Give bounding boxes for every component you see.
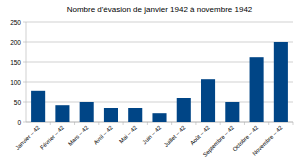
y-tick <box>23 82 26 83</box>
x-tick <box>220 122 221 125</box>
y-tick-label: 150 <box>10 59 21 66</box>
chart-svg: Nombre d'évasion de janvier 1942 à novem… <box>0 0 300 165</box>
bar <box>225 102 239 122</box>
bar <box>55 105 69 122</box>
y-tick <box>23 22 26 23</box>
x-tick-label: Juillet – 42 <box>163 124 187 148</box>
y-axis <box>26 22 27 122</box>
y-tick <box>23 102 26 103</box>
x-tick <box>98 122 99 125</box>
x-tick <box>74 122 75 125</box>
x-tick <box>50 122 51 125</box>
bar <box>177 98 191 122</box>
bar <box>152 113 166 122</box>
x-tick <box>244 122 245 125</box>
x-tick-label: Novembre – 42 <box>251 124 283 156</box>
x-tick-label: Août – 42 <box>189 124 211 146</box>
bar <box>80 102 94 122</box>
x-tick-label: Février – 42 <box>39 124 65 150</box>
x-tick-label: Janvier – 42 <box>14 124 41 151</box>
x-tick <box>147 122 148 125</box>
y-tick-label: 100 <box>10 79 21 86</box>
bar <box>274 42 288 122</box>
y-tick <box>23 42 26 43</box>
bar <box>128 108 142 122</box>
x-tick-label: Mars – 42 <box>67 124 89 146</box>
bar <box>104 108 118 122</box>
bar <box>31 91 45 122</box>
bars <box>31 42 288 122</box>
grid <box>23 22 293 122</box>
x-tick-label: Avril – 42 <box>92 124 113 145</box>
y-tick-label: 0 <box>17 119 21 126</box>
x-tick-label: Juin – 42 <box>141 124 162 145</box>
x-tick <box>195 122 196 125</box>
bar <box>250 57 264 122</box>
y-tick <box>23 62 26 63</box>
grid-line <box>26 42 293 43</box>
bar <box>201 79 215 122</box>
y-tick-label: 250 <box>10 19 21 26</box>
x-tick <box>268 122 269 125</box>
grid-line <box>26 22 293 23</box>
x-tick <box>123 122 124 125</box>
chart-container: Nombre d'évasion de janvier 1942 à novem… <box>0 0 300 165</box>
x-tick <box>293 122 294 125</box>
chart-title: Nombre d'évasion de janvier 1942 à novem… <box>67 5 253 14</box>
x-tick-label: Mai – 42 <box>118 124 138 144</box>
y-tick-label: 200 <box>10 39 21 46</box>
y-tick-label: 50 <box>14 99 22 106</box>
y-tick <box>23 122 26 123</box>
x-tick <box>171 122 172 125</box>
x-tick-label: Septembre – 42 <box>202 124 235 157</box>
